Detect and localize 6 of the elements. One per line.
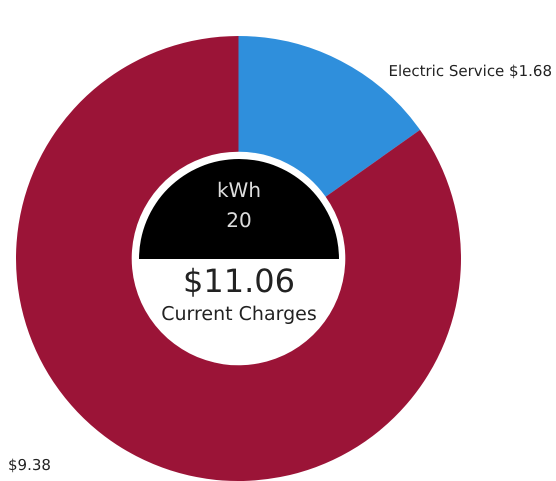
text: 20: [225, 208, 253, 232]
text: $11.06: [182, 262, 296, 300]
text: kWh: [216, 178, 262, 202]
text: Current Charges: [160, 303, 318, 325]
data-label: $9.38: [8, 456, 51, 474]
slice-label: Electric Service $1.68: [388, 62, 552, 80]
